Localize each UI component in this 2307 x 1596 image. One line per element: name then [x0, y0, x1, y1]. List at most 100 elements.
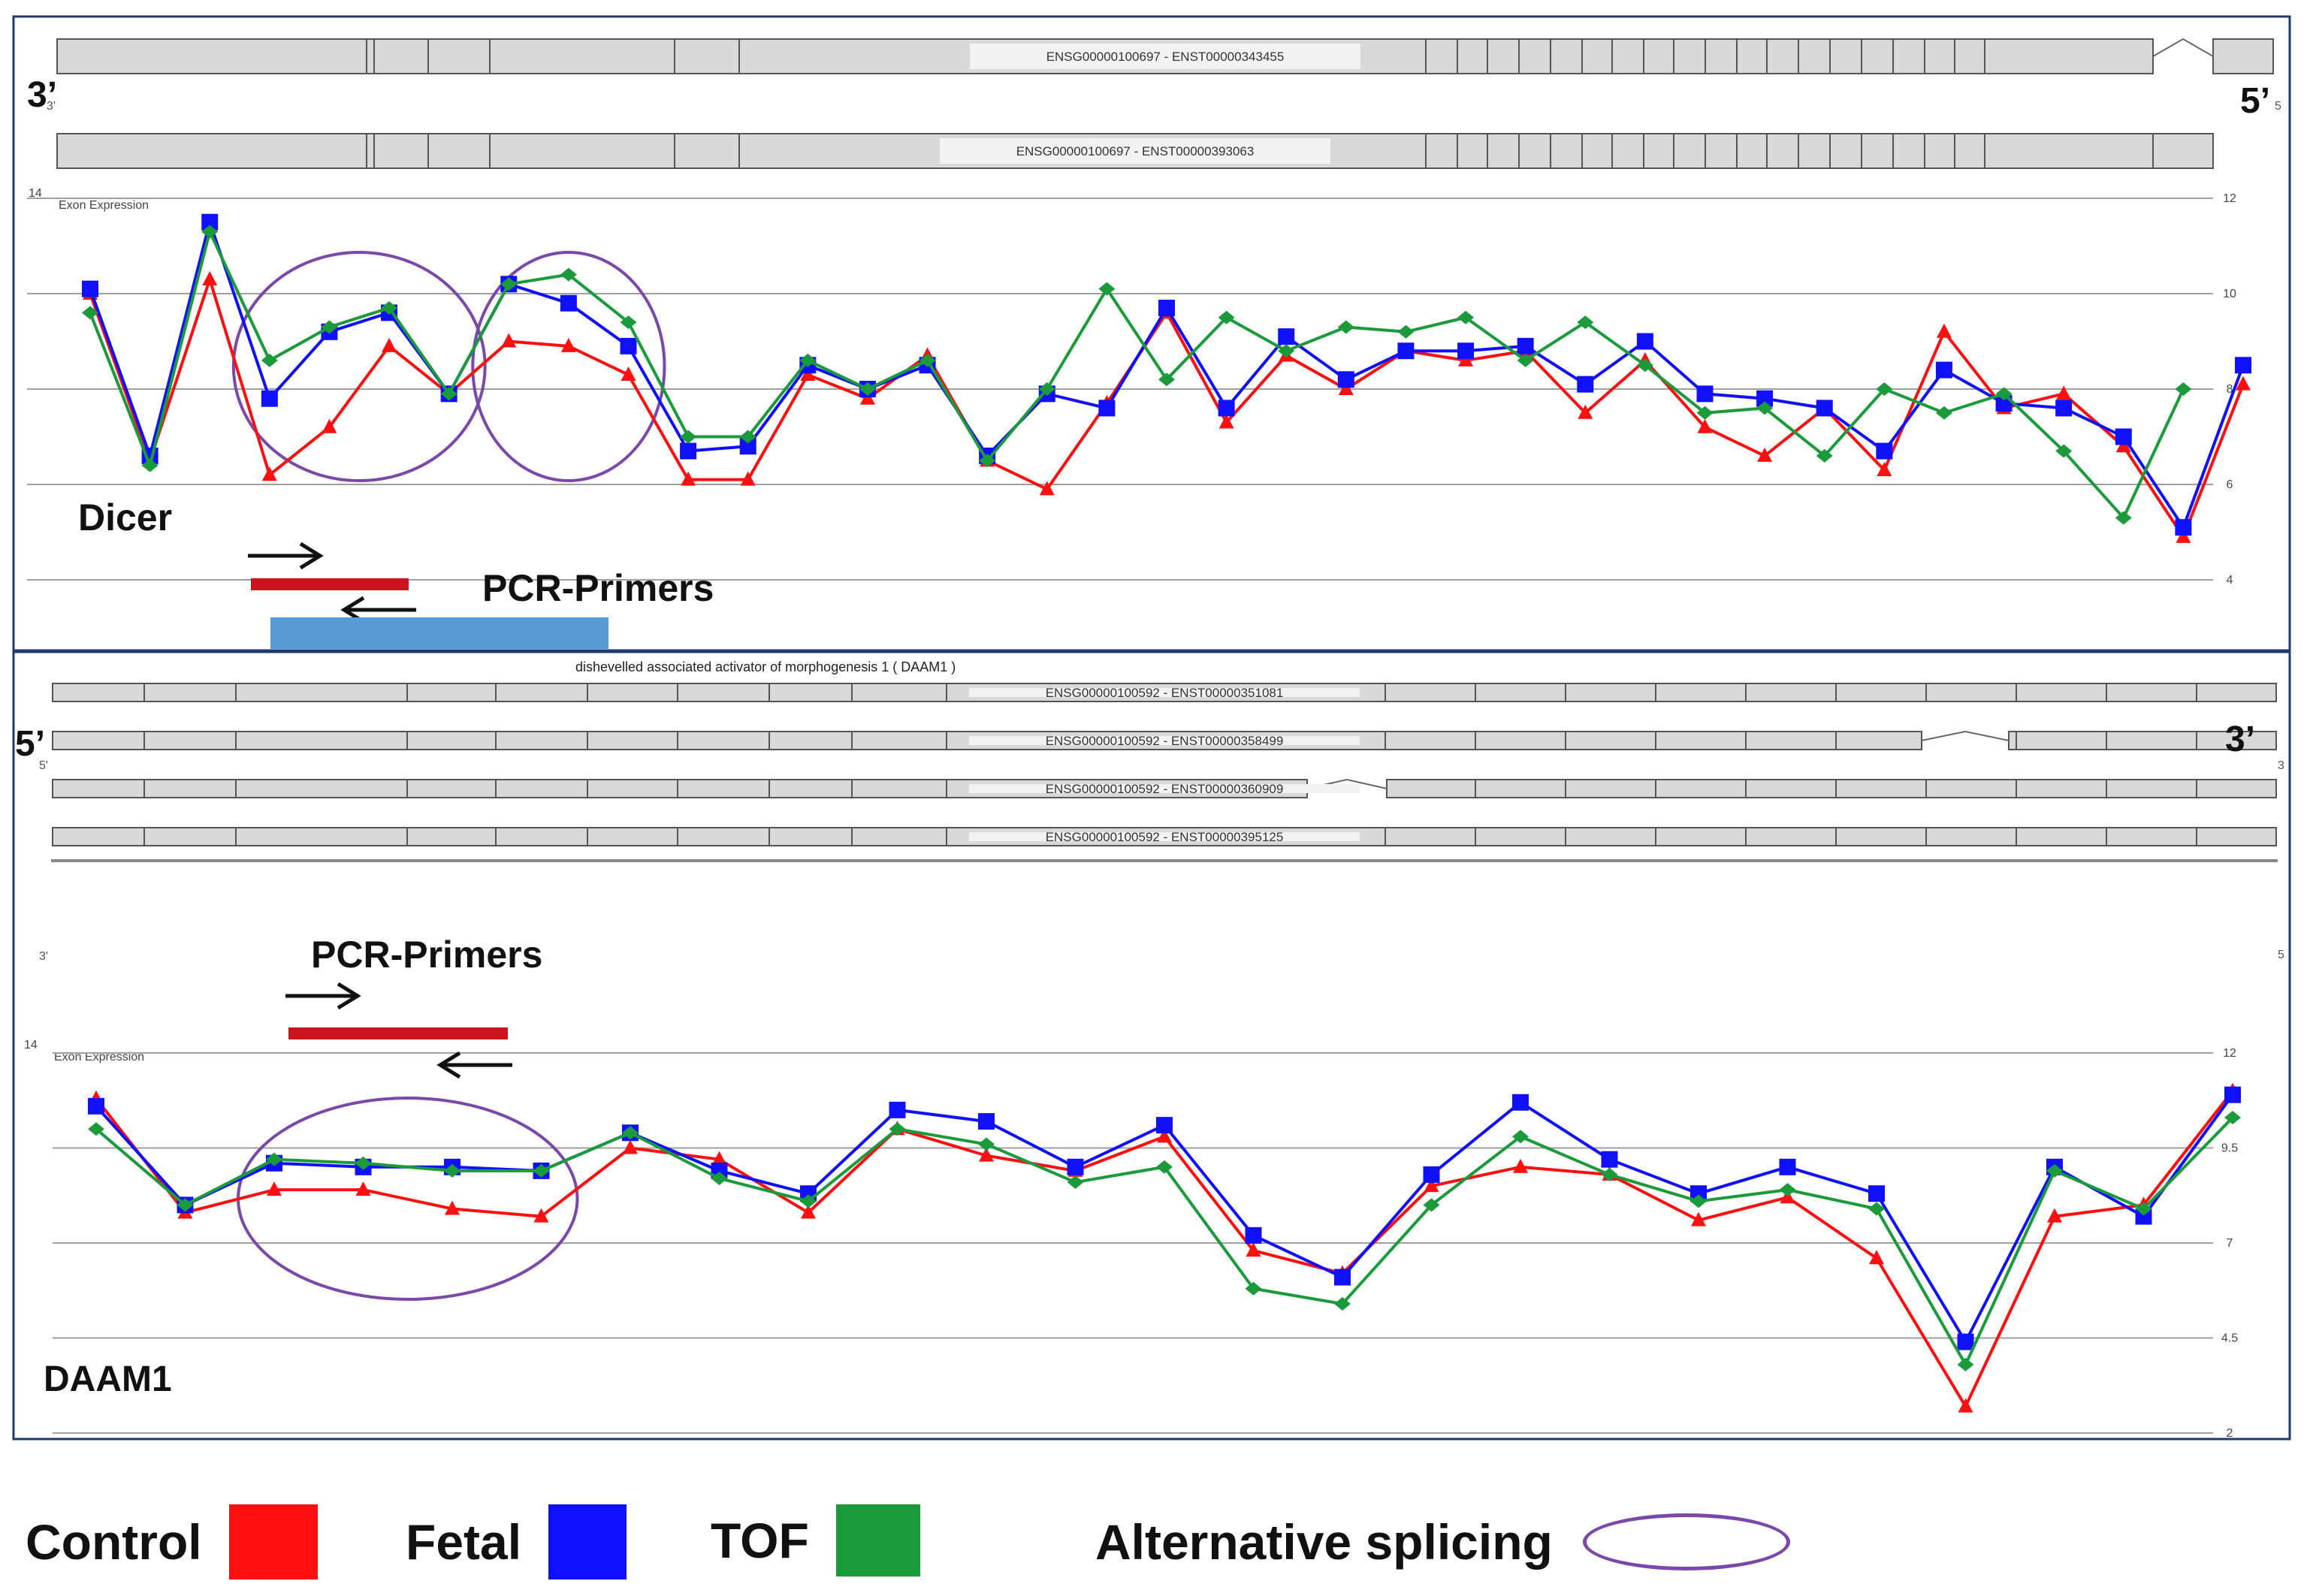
control-point — [1157, 1128, 1172, 1143]
daam1-gene-label: DAAM1 — [44, 1359, 172, 1399]
control-point — [2056, 385, 2072, 400]
dicer-right-small-end-label: 5 — [2275, 100, 2281, 113]
legend-swatch-control — [228, 1504, 318, 1579]
tof-point — [1868, 1202, 1885, 1216]
control-point — [1338, 381, 1354, 395]
transcript-track: ENSG00000100592 - ENST00000360909 — [52, 778, 2277, 798]
daam1-left-axis-top-label: 14 — [24, 1039, 38, 1051]
control-point — [623, 1139, 638, 1154]
tof-point — [500, 277, 518, 291]
dicer-left-axis-top-label: 14 — [29, 187, 42, 200]
transcript-label-bg — [969, 832, 1360, 841]
tof-point — [889, 1122, 906, 1136]
fetal-point — [889, 1101, 906, 1118]
daam1-yaxis-label: Exon Expression — [54, 1051, 144, 1063]
fetal-point — [1517, 337, 1534, 354]
tof-point — [141, 458, 159, 472]
tof-point — [1334, 1296, 1351, 1311]
y-tick-label: 7 — [2227, 1237, 2233, 1250]
control-point — [711, 1151, 727, 1166]
control-point — [1218, 414, 1234, 429]
fetal-point — [560, 294, 577, 312]
transcript-label: ENSG00000100697 - ENST00000343455 — [1046, 50, 1285, 64]
legend-swatch-tof — [835, 1504, 920, 1576]
tof-point — [321, 320, 338, 334]
dicer-left-end-label: 3’ — [27, 75, 57, 115]
legend-item-fetal: Fetal — [406, 1504, 627, 1579]
fetal-point — [620, 337, 637, 354]
tof-point — [533, 1163, 550, 1178]
control-point — [621, 366, 636, 381]
y-tick-label: 8 — [2227, 383, 2233, 396]
transcript-label: ENSG00000100592 - ENST00000351081 — [1046, 686, 1284, 700]
dicer-transcript-tracks: ENSG00000100697 - ENST00000343455 ENSG000… — [56, 38, 2274, 169]
transcript-label: ENSG00000100592 - ENST00000395125 — [1046, 830, 1284, 844]
tof-point — [799, 353, 817, 367]
daam1-left-axis-end-label: 3' — [39, 950, 48, 963]
dicer-yaxis-label: Exon Expression — [59, 199, 149, 212]
control-point — [800, 366, 816, 381]
fetal-point — [1512, 1094, 1529, 1111]
tof-point — [261, 353, 278, 367]
control-point — [355, 1181, 371, 1196]
tof-series-line — [95, 1116, 2234, 1366]
control-point — [1869, 1250, 1884, 1265]
tof-point — [2055, 444, 2073, 458]
tof-point — [88, 1122, 104, 1136]
fetal-point — [1779, 1158, 1796, 1175]
transcript-label-bg — [969, 688, 1360, 697]
tof-point — [2135, 1202, 2152, 1216]
dicer-primer-red-bar — [251, 578, 409, 590]
transcript-track: ENSG00000100592 - ENST00000395125 — [52, 827, 2277, 846]
legend-label-tof: TOF — [711, 1513, 809, 1568]
control-point — [2115, 438, 2131, 453]
transcript-label: ENSG00000100592 - ENST00000360909 — [1046, 782, 1284, 796]
fetal-point — [1690, 1185, 1707, 1202]
y-tick-label: 10 — [2223, 288, 2236, 300]
legend: Control Fetal TOF Alternative splicing — [0, 1491, 2307, 1596]
fetal-point — [680, 442, 697, 460]
fetal-point — [1218, 400, 1235, 417]
dicer-panel-frame — [12, 15, 2291, 652]
legend-swatch-fetal — [548, 1504, 627, 1579]
control-point — [740, 471, 756, 486]
tof-point — [1423, 1198, 1440, 1212]
control-point — [1691, 1211, 1706, 1226]
control-point — [1936, 323, 1952, 338]
tof-point — [560, 267, 577, 282]
daam1-transcript-tracks: ENSG00000100592 - ENST00000351081 ENSG000… — [52, 683, 2277, 846]
fetal-point — [2224, 1086, 2241, 1103]
control-point — [501, 333, 517, 348]
daam1-primer-reverse-arrow-icon — [436, 1051, 512, 1079]
exon-track-bar — [1386, 779, 2277, 798]
dicer-primer-forward-arrow-icon — [248, 542, 324, 570]
fetal-point — [88, 1097, 104, 1115]
control-point — [1958, 1398, 1973, 1413]
tof-point — [266, 1152, 282, 1166]
fetal-point — [1158, 300, 1175, 317]
tof-point — [177, 1198, 194, 1212]
transcript-track: ENSG00000100592 - ENST00000358499 — [52, 730, 2277, 750]
control-point — [2236, 376, 2251, 391]
fetal-point — [201, 213, 219, 231]
y-tick-label: 6 — [2227, 478, 2233, 491]
legend-label-control: Control — [26, 1514, 202, 1570]
fetal-point — [1876, 442, 1893, 460]
control-point — [322, 418, 337, 433]
daam1-right-end-label: 3’ — [2225, 720, 2255, 759]
transcript-label: ENSG00000100697 - ENST00000393063 — [1016, 144, 1255, 158]
tof-point — [1245, 1281, 1262, 1296]
dicer-panel: ENSG00000100697 - ENST00000343455 ENSG000… — [12, 15, 2291, 652]
tof-point — [1156, 1160, 1173, 1174]
tof-point — [978, 1137, 995, 1151]
tof-point — [1935, 406, 1952, 420]
tof-point — [1779, 1183, 1796, 1197]
fetal-point — [1577, 376, 1594, 393]
fetal-point — [1457, 342, 1475, 360]
daam1-panel-frame — [12, 650, 2291, 1441]
tof-point — [622, 1126, 639, 1140]
tof-point — [1995, 387, 2013, 401]
control-point — [1513, 1158, 1528, 1173]
daam1-gridlines: 12 9.5 7 4.5 2 — [53, 1047, 2238, 1440]
daam1-left-end-label: 5’ — [15, 724, 45, 764]
